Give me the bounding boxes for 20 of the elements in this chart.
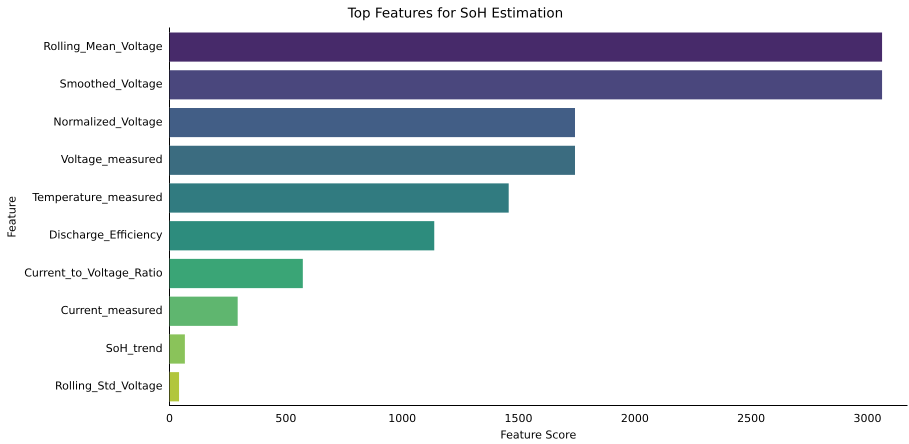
x-tick-label: 2500 — [737, 412, 766, 426]
x-axis-title: Feature Score — [500, 428, 576, 442]
y-tick-label: Current_measured — [60, 304, 163, 318]
x-tick-label: 0 — [166, 412, 174, 426]
x-tick-label: 3000 — [853, 412, 882, 426]
y-axis-title: Feature — [5, 196, 18, 238]
y-tick-label: Rolling_Mean_Voltage — [43, 40, 163, 53]
y-tick-label: Current_to_Voltage_Ratio — [24, 266, 163, 280]
y-tick-label: SoH_trend — [106, 342, 163, 355]
x-tick-label: 1500 — [504, 412, 533, 426]
y-tick-label: Voltage_measured — [60, 153, 163, 166]
y-tick-label: Rolling_Std_Voltage — [55, 380, 163, 393]
y-tick-label: Temperature_measured — [31, 190, 163, 204]
y-tick-label: Discharge_Efficiency — [48, 228, 164, 242]
x-tick-label: 1000 — [388, 412, 416, 426]
y-tick-label: Smoothed_Voltage — [60, 78, 163, 91]
x-tick-label: 2000 — [620, 412, 649, 426]
chart-title: Top Features for SoH Estimation — [346, 6, 564, 22]
x-tick-label: 500 — [275, 412, 296, 426]
y-tick-label: Normalized_Voltage — [53, 115, 163, 128]
